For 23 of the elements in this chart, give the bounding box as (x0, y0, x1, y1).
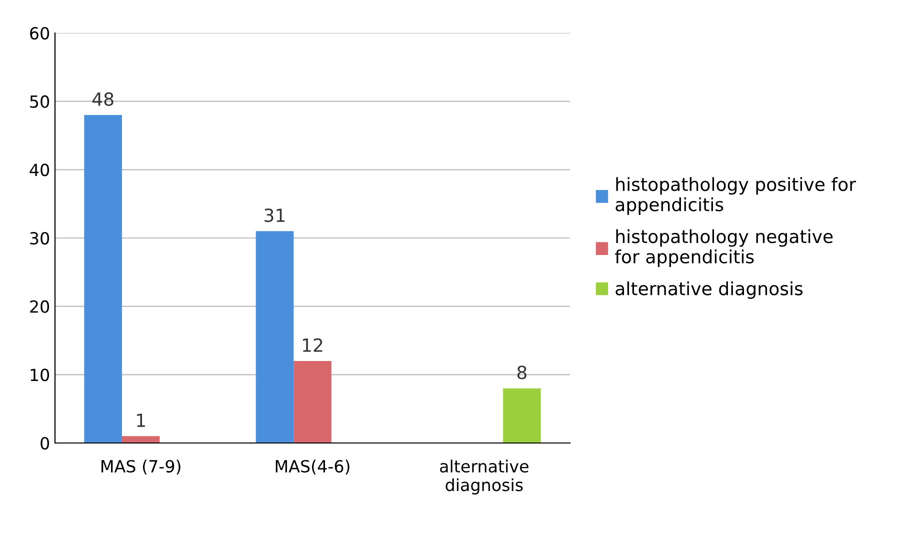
y-tick-label: 0 (40, 436, 50, 450)
y-tick-label: 10 (30, 368, 50, 382)
y-tick-label: 20 (30, 300, 50, 313)
data-label: 1 (137, 414, 145, 427)
bar (84, 115, 122, 443)
data-label: 8 (517, 366, 526, 380)
data-label: 48 (92, 92, 114, 106)
x-tick-label: MAS(4-6) (276, 460, 350, 475)
legend-label: histopathology negative for appendicitis (615, 229, 833, 267)
y-tick-label: 40 (30, 164, 50, 176)
y-tick-label: 50 (30, 95, 50, 108)
legend-label: histopathology positive for appendicitis (616, 177, 856, 215)
x-tick-label: MAS (7-9) (102, 460, 180, 475)
bar (503, 388, 541, 443)
bar (256, 231, 294, 443)
bar (122, 436, 160, 443)
bar (294, 361, 332, 443)
data-label: 12 (302, 338, 322, 352)
y-tick-label: 60 (30, 26, 50, 40)
data-label: 31 (264, 208, 285, 222)
x-tick-label: alternative diagnosis (440, 460, 528, 494)
y-tick-label: 30 (30, 232, 50, 245)
legend-label: alternative diagnosis (616, 281, 803, 299)
